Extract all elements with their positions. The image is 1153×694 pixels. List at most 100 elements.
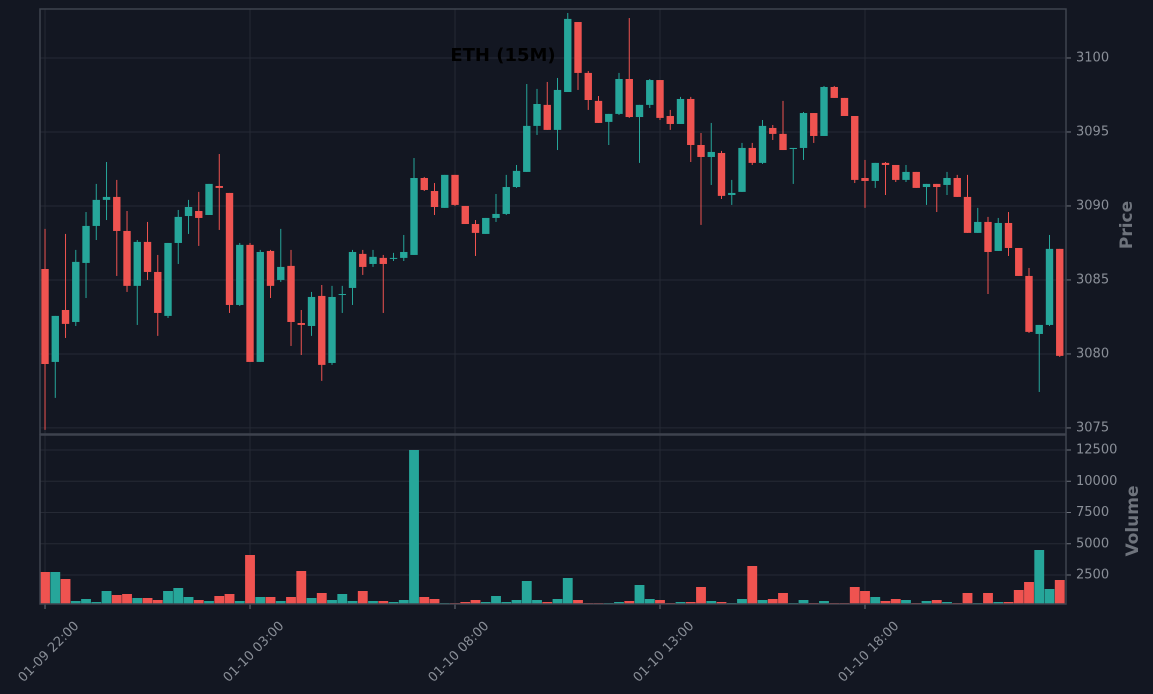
volume-bar	[111, 595, 122, 604]
candle-body	[1035, 324, 1043, 334]
volume-bar	[634, 585, 645, 604]
candle-body	[881, 162, 890, 165]
volume-bar	[644, 599, 655, 604]
candle-body	[851, 115, 859, 180]
volume-bar	[50, 572, 61, 604]
candle-body	[810, 113, 818, 136]
candle-body	[236, 244, 244, 305]
candle-body	[430, 191, 439, 207]
volume-bar	[234, 601, 245, 604]
candle-body	[61, 309, 70, 324]
volume-bar	[624, 601, 635, 604]
volume-bar	[849, 587, 860, 604]
y-tick-label: 3085	[1076, 272, 1109, 287]
candle-body	[461, 205, 469, 225]
candle-body	[933, 183, 941, 188]
candle-body	[277, 266, 285, 280]
candle-body	[297, 323, 305, 325]
volume-bar	[40, 572, 50, 604]
volume-bar	[1044, 589, 1055, 604]
volume-bar	[819, 601, 829, 604]
candle-body	[635, 104, 644, 118]
volume-bar	[880, 601, 891, 604]
candle-body	[389, 257, 398, 259]
volume-bar	[265, 597, 276, 604]
candle-body	[266, 250, 275, 286]
candle-body	[953, 177, 961, 197]
candle-body	[564, 18, 572, 93]
volume-bar	[562, 578, 573, 604]
volume-bar	[1013, 590, 1024, 604]
volume-bar	[521, 581, 532, 604]
candle-body	[338, 294, 346, 296]
candle-body	[625, 78, 633, 118]
volume-bar	[327, 600, 337, 604]
volume-bar	[70, 601, 81, 604]
candle-body	[41, 269, 49, 365]
volume-bar	[429, 599, 440, 604]
candle-body	[779, 133, 787, 151]
candle-body	[502, 187, 510, 214]
candle-body	[1004, 222, 1013, 248]
volume-bar	[163, 591, 173, 604]
volume-bar	[388, 602, 399, 604]
candle-body	[697, 144, 705, 157]
candle-body	[574, 22, 582, 73]
candle-body	[369, 256, 377, 264]
volume-bar	[60, 579, 71, 604]
candle-body	[943, 177, 951, 185]
volume-bar	[204, 601, 214, 604]
candle-body	[246, 244, 254, 362]
candle-body	[728, 192, 736, 196]
volume-bar	[532, 600, 542, 604]
volume-bar	[716, 602, 727, 604]
volume-tick-label: 7500	[1076, 505, 1109, 520]
candle-body	[861, 177, 869, 181]
candle-body	[400, 251, 408, 258]
volume-bar	[173, 588, 184, 604]
candle-body	[307, 296, 316, 326]
chart-title: ETH (15M)	[450, 45, 555, 66]
candle-body	[738, 147, 746, 192]
volume-bar	[480, 602, 491, 604]
volume-bar	[81, 599, 91, 604]
candle-body	[769, 127, 777, 134]
volume-bar	[706, 601, 717, 604]
volume-bar	[798, 600, 809, 604]
candle-body	[113, 196, 121, 231]
candle-body	[840, 97, 849, 116]
volume-bar	[470, 600, 481, 604]
candle-body	[687, 98, 695, 145]
candle-body	[656, 80, 664, 118]
candle-body	[789, 147, 797, 149]
candle-body	[195, 210, 203, 218]
candle-body	[543, 104, 551, 130]
candle-body	[123, 230, 131, 286]
candle-body	[892, 164, 900, 180]
y-axis-label: Price	[1117, 201, 1137, 249]
candle-body	[748, 147, 756, 163]
volume-tick-label: 2500	[1076, 568, 1109, 583]
candle-body	[420, 177, 428, 190]
volume-bar	[132, 598, 143, 604]
volume-bar	[101, 591, 112, 604]
y-tick-label: 3090	[1076, 198, 1109, 213]
candle-body	[1056, 248, 1064, 356]
candle-body	[72, 261, 80, 322]
candle-body	[225, 192, 234, 305]
volume-bar	[122, 594, 132, 604]
volume-bar	[214, 596, 225, 604]
candle-body	[717, 152, 726, 196]
candle-body	[215, 185, 223, 188]
candle-body	[205, 183, 213, 215]
volume-bar	[316, 593, 327, 604]
candle-body	[82, 225, 90, 263]
candle-body	[441, 174, 449, 208]
candle-body	[1015, 247, 1023, 276]
candle-body	[615, 78, 623, 114]
candle-body	[102, 196, 111, 200]
candle-body	[523, 125, 531, 172]
volume-bar	[142, 598, 153, 604]
